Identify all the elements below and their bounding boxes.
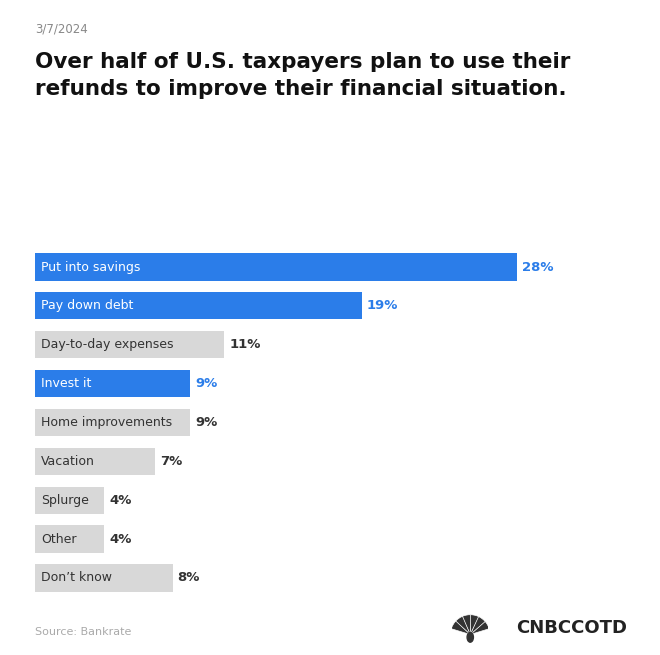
Wedge shape <box>462 615 471 635</box>
Text: 9%: 9% <box>195 377 217 390</box>
Text: Source: Bankrate: Source: Bankrate <box>35 627 131 637</box>
Ellipse shape <box>467 632 473 642</box>
Text: CNBCCOTD: CNBCCOTD <box>516 619 627 637</box>
Text: 7%: 7% <box>160 455 183 468</box>
Bar <box>35 487 104 514</box>
Text: 8%: 8% <box>178 571 200 584</box>
Text: 4%: 4% <box>109 494 131 507</box>
Bar <box>35 370 190 397</box>
Wedge shape <box>451 621 471 635</box>
Bar <box>35 409 190 436</box>
Text: Other: Other <box>41 533 77 546</box>
Bar <box>35 565 172 591</box>
Text: 3/7/2024: 3/7/2024 <box>35 23 88 36</box>
Wedge shape <box>455 616 471 635</box>
Text: refunds to improve their financial situation.: refunds to improve their financial situa… <box>35 79 566 99</box>
Bar <box>35 448 155 475</box>
Text: Don’t know: Don’t know <box>41 571 112 584</box>
Text: Invest it: Invest it <box>41 377 91 390</box>
Wedge shape <box>471 616 485 635</box>
Text: 9%: 9% <box>195 416 217 429</box>
Text: Home improvements: Home improvements <box>41 416 172 429</box>
Text: Put into savings: Put into savings <box>41 261 141 274</box>
Wedge shape <box>470 615 478 635</box>
Text: Vacation: Vacation <box>41 455 95 468</box>
Text: 4%: 4% <box>109 533 131 546</box>
Text: Day-to-day expenses: Day-to-day expenses <box>41 338 174 351</box>
Text: Splurge: Splurge <box>41 494 89 507</box>
Bar <box>35 292 362 320</box>
Bar <box>35 253 517 280</box>
Text: 11%: 11% <box>229 338 261 351</box>
Bar <box>35 525 104 553</box>
Bar <box>35 331 224 358</box>
Text: Pay down debt: Pay down debt <box>41 299 133 312</box>
Text: Over half of U.S. taxpayers plan to use their: Over half of U.S. taxpayers plan to use … <box>35 52 570 73</box>
Wedge shape <box>471 621 489 635</box>
Text: 19%: 19% <box>367 299 399 312</box>
Text: 28%: 28% <box>522 261 553 274</box>
